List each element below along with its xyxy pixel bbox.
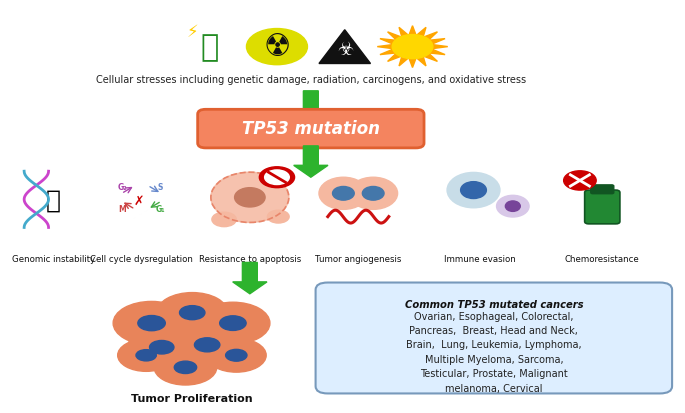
Text: M: M bbox=[119, 204, 127, 214]
Text: ✗: ✗ bbox=[134, 195, 144, 208]
Ellipse shape bbox=[362, 187, 384, 201]
Circle shape bbox=[267, 211, 289, 223]
Ellipse shape bbox=[149, 341, 174, 354]
Text: G₂: G₂ bbox=[118, 182, 127, 191]
Text: Tumor Proliferation: Tumor Proliferation bbox=[132, 394, 253, 404]
FancyBboxPatch shape bbox=[585, 191, 620, 224]
Text: Resistance to apoptosis: Resistance to apoptosis bbox=[199, 254, 301, 263]
Ellipse shape bbox=[220, 316, 246, 331]
Text: ☢: ☢ bbox=[263, 33, 290, 62]
Circle shape bbox=[264, 171, 289, 185]
Text: TP53 mutation: TP53 mutation bbox=[242, 120, 380, 138]
Polygon shape bbox=[319, 31, 371, 64]
Polygon shape bbox=[377, 27, 448, 68]
Ellipse shape bbox=[157, 293, 228, 333]
Text: ⚡: ⚡ bbox=[186, 22, 198, 40]
FancyBboxPatch shape bbox=[316, 283, 672, 394]
Text: Cell cycle dysregulation: Cell cycle dysregulation bbox=[90, 254, 193, 263]
Text: Tumor angiogenesis: Tumor angiogenesis bbox=[315, 254, 401, 263]
Ellipse shape bbox=[319, 178, 368, 210]
Text: Chemoresistance: Chemoresistance bbox=[565, 254, 640, 263]
FancyBboxPatch shape bbox=[198, 110, 424, 149]
FancyArrow shape bbox=[294, 92, 328, 122]
Circle shape bbox=[393, 36, 433, 59]
Ellipse shape bbox=[497, 196, 529, 218]
Text: Immune evasion: Immune evasion bbox=[445, 254, 516, 263]
Ellipse shape bbox=[113, 301, 190, 345]
Ellipse shape bbox=[127, 328, 196, 367]
Ellipse shape bbox=[196, 302, 270, 344]
Text: 🧬: 🧬 bbox=[46, 188, 61, 212]
Ellipse shape bbox=[234, 188, 265, 207]
Ellipse shape bbox=[460, 182, 486, 199]
Ellipse shape bbox=[506, 202, 521, 212]
Text: ☣: ☣ bbox=[336, 41, 353, 59]
Ellipse shape bbox=[206, 339, 266, 372]
Ellipse shape bbox=[195, 338, 220, 352]
Ellipse shape bbox=[154, 350, 216, 385]
Ellipse shape bbox=[136, 350, 156, 361]
Text: Cellular stresses including genetic damage, radiation, carcinogens, and oxidativ: Cellular stresses including genetic dama… bbox=[96, 75, 526, 85]
FancyArrow shape bbox=[233, 263, 267, 294]
FancyBboxPatch shape bbox=[590, 185, 614, 194]
Ellipse shape bbox=[118, 339, 175, 371]
Ellipse shape bbox=[171, 325, 242, 365]
Circle shape bbox=[247, 29, 308, 66]
Text: Common TP53 mutated cancers: Common TP53 mutated cancers bbox=[405, 299, 583, 309]
Circle shape bbox=[564, 171, 596, 191]
Ellipse shape bbox=[225, 349, 247, 361]
Text: Ovarian, Esophageal, Colorectal,
Pancreas,  Breast, Head and Neck,
Brain,  Lung,: Ovarian, Esophageal, Colorectal, Pancrea… bbox=[406, 311, 582, 393]
Ellipse shape bbox=[349, 178, 397, 210]
Ellipse shape bbox=[211, 173, 289, 223]
Circle shape bbox=[260, 167, 295, 188]
Text: S: S bbox=[158, 182, 163, 191]
Text: 🧬: 🧬 bbox=[200, 33, 219, 62]
Ellipse shape bbox=[179, 306, 205, 320]
Circle shape bbox=[212, 213, 236, 227]
Ellipse shape bbox=[138, 316, 165, 331]
Ellipse shape bbox=[332, 187, 354, 201]
Ellipse shape bbox=[174, 361, 197, 374]
Text: Genomic instability: Genomic instability bbox=[12, 254, 95, 263]
Ellipse shape bbox=[447, 173, 500, 208]
FancyArrow shape bbox=[294, 147, 328, 178]
Text: G₁: G₁ bbox=[155, 204, 165, 214]
